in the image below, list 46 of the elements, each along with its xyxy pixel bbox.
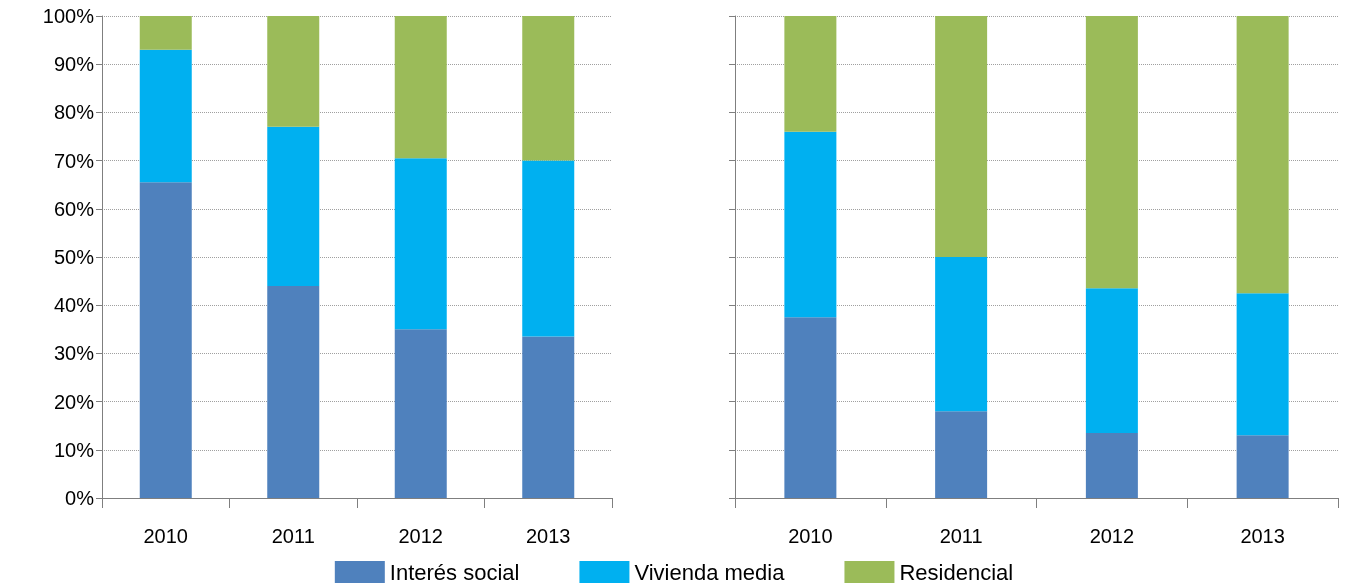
y-tick-label: 10% — [53, 438, 95, 461]
legend-label: Vivienda media — [634, 559, 786, 585]
bar — [1236, 16, 1289, 294]
x-tick-label: 2010 — [788, 525, 833, 547]
bar — [522, 160, 575, 337]
bar — [267, 16, 320, 127]
bar — [139, 182, 192, 498]
y-tick-label: 0% — [65, 487, 95, 509]
bar — [935, 16, 988, 257]
bar — [522, 16, 575, 161]
bar — [394, 329, 447, 498]
bar — [784, 131, 837, 318]
bar — [784, 16, 837, 132]
bar — [935, 257, 988, 412]
y-tick-label: 80% — [53, 101, 95, 124]
bar — [267, 126, 320, 286]
legend-label: Interés social — [389, 559, 520, 585]
y-tick-label: 20% — [53, 390, 95, 413]
x-tick-label: 2011 — [939, 525, 983, 547]
y-tick-label: 30% — [53, 342, 95, 365]
y-tick-label: 60% — [53, 197, 95, 220]
bar — [139, 49, 192, 183]
bar — [1085, 432, 1138, 498]
x-tick-label: 2012 — [398, 525, 443, 547]
x-tick-label: 2011 — [271, 525, 315, 547]
bar — [1236, 293, 1289, 436]
y-tick-label: 100% — [42, 5, 95, 27]
bar — [1085, 288, 1138, 433]
legend-label: Residencial — [899, 559, 1014, 585]
y-tick-label: 70% — [53, 149, 95, 172]
x-tick-label: 2010 — [143, 525, 188, 547]
bar — [139, 16, 192, 50]
x-tick-label: 2012 — [1089, 525, 1135, 547]
bar — [1236, 435, 1289, 498]
y-tick-label: 50% — [53, 246, 95, 268]
bar — [935, 411, 988, 498]
bar — [394, 158, 447, 330]
bar — [267, 285, 320, 498]
x-tick-label: 2013 — [1240, 525, 1285, 547]
bar — [522, 336, 575, 498]
bar — [784, 317, 837, 498]
x-tick-label: 2013 — [526, 525, 571, 547]
bar — [1085, 16, 1138, 289]
y-tick-label: 40% — [53, 294, 95, 317]
y-tick-label: 90% — [53, 53, 95, 76]
bar — [394, 16, 447, 159]
